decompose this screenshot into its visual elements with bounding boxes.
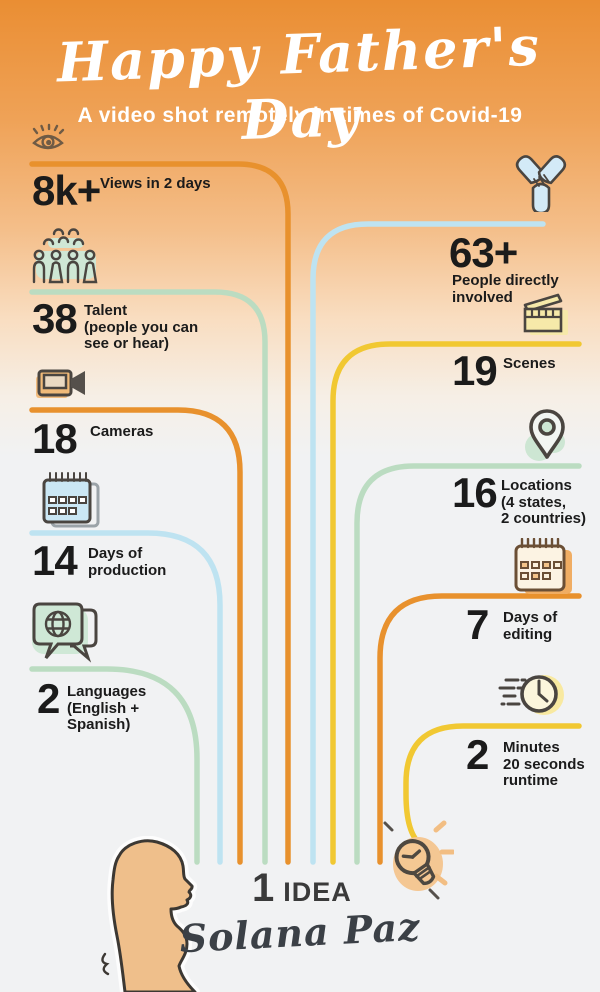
page-subtitle: A video shot remotely in times of Covid-…: [77, 104, 523, 127]
line-runtime: [403, 723, 582, 847]
stat-value-languages: 2: [37, 675, 60, 722]
speech-globe-icon: [32, 600, 102, 666]
idea-label: IDEA: [283, 877, 352, 907]
line-production: [29, 530, 223, 865]
stat-label-cameras: Cameras: [90, 423, 154, 440]
woman-silhouette: [95, 836, 210, 992]
stat-label-locations: Locations (4 states, 2 countries): [501, 477, 587, 527]
stopwatch-icon: [498, 668, 566, 720]
stat-value-editing: 7: [466, 601, 489, 648]
line-editing: [377, 593, 582, 865]
stat-value-runtime: 2: [466, 731, 489, 778]
line-people: [310, 221, 546, 865]
idea-value: 1: [252, 866, 275, 910]
location-pin-icon: [524, 408, 570, 464]
stat-label-editing: Days of editing: [503, 609, 558, 643]
audience-icon: [28, 224, 100, 286]
calendar-icon: [512, 538, 574, 596]
calendar-icon: [40, 470, 102, 530]
line-views: [29, 161, 291, 865]
stat-value-views: 8k+: [32, 167, 101, 214]
stat-label-talent: Talent (people you can see or hear): [84, 302, 199, 352]
line-scenes: [330, 341, 582, 865]
stat-label-views: Views in 2 days: [100, 175, 211, 192]
lightbulb-clock-icon: [378, 820, 454, 904]
stat-value-production: 14: [32, 537, 78, 584]
stat-label-runtime: Minutes 20 seconds runtime: [503, 739, 585, 789]
stat-label-scenes: Scenes: [503, 355, 556, 372]
stat-label-languages: Languages (English + Spanish): [67, 683, 147, 733]
page-title: Happy Father's Day: [55, 13, 542, 153]
line-talent: [29, 289, 268, 865]
stat-label-production: Days of production: [88, 545, 167, 579]
stat-value-people: 63+: [449, 229, 518, 276]
idea-stat: 1 IDEA: [252, 866, 352, 911]
line-locations: [354, 463, 582, 865]
stat-value-locations: 16: [452, 469, 498, 516]
stat-value-cameras: 18: [32, 415, 78, 462]
eye-icon: [30, 122, 66, 154]
video-camera-icon: [33, 364, 91, 404]
stat-value-scenes: 19: [452, 347, 498, 394]
hands-together-icon: [510, 154, 572, 212]
clapperboard-icon: [518, 292, 570, 338]
line-languages: [29, 666, 200, 865]
stat-value-talent: 38: [32, 295, 78, 342]
stat-label-people: People directly involved: [452, 272, 559, 306]
line-cameras: [29, 407, 243, 865]
